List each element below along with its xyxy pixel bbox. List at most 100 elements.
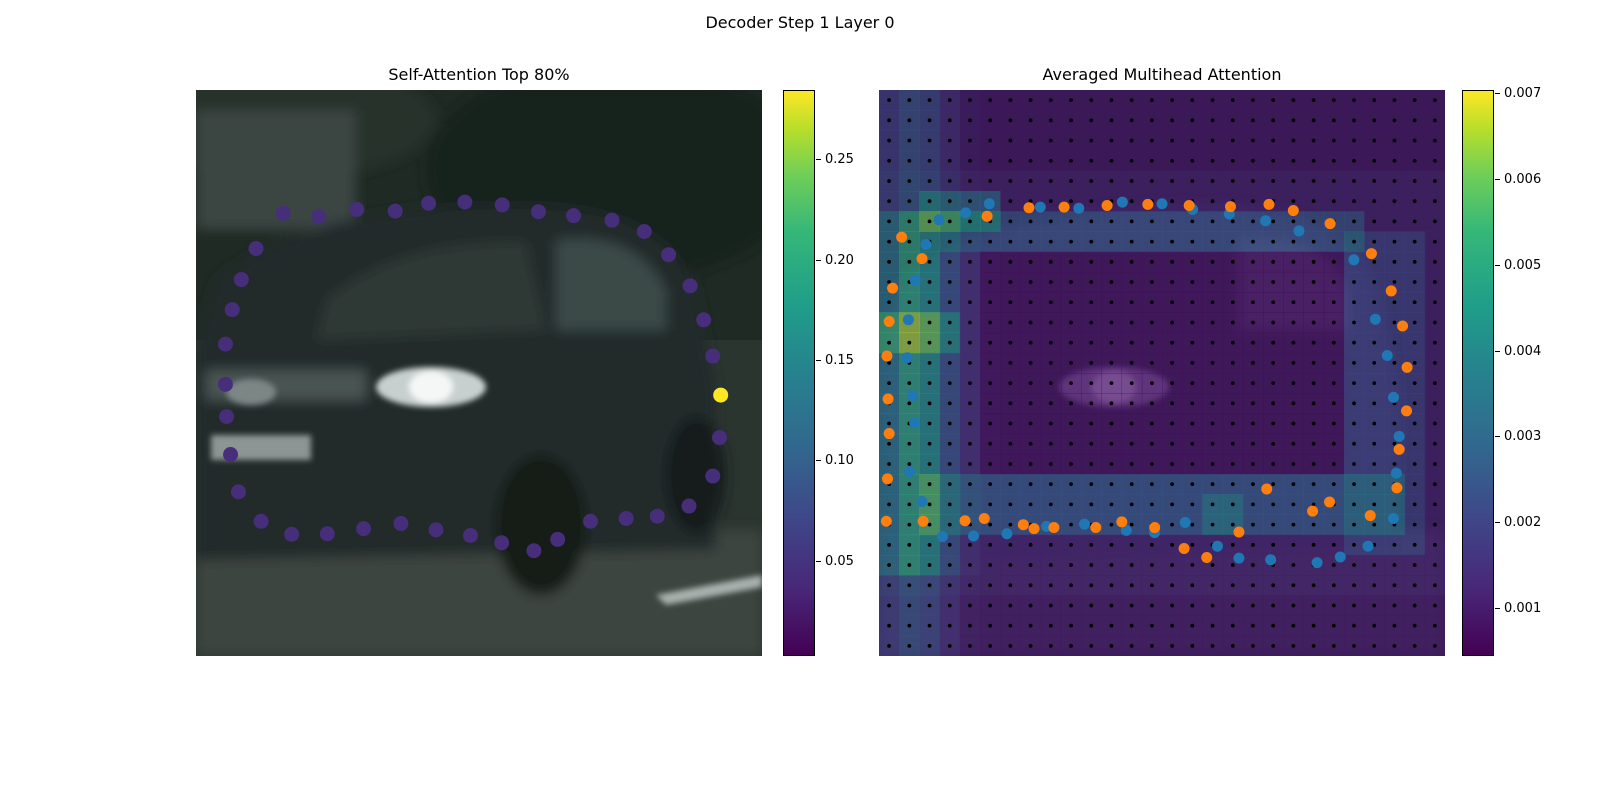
grid-dot <box>1069 462 1073 466</box>
grid-dot <box>927 522 932 527</box>
grid-dot <box>1149 138 1154 143</box>
grid-dot <box>1432 118 1437 123</box>
grid-dot <box>1271 300 1276 305</box>
grid-dot <box>907 118 912 123</box>
grid-dot <box>1210 239 1215 244</box>
grid-dot <box>1311 542 1316 547</box>
grid-dot <box>1372 502 1377 507</box>
grid-dot <box>1008 421 1013 426</box>
series-0-point-26 <box>1078 518 1090 530</box>
grid-dot <box>988 158 993 163</box>
grid-dot <box>1412 158 1417 163</box>
grid-dot <box>1048 199 1053 204</box>
grid-dot <box>1149 482 1154 487</box>
grid-dot <box>968 138 972 143</box>
self-attention-point-9 <box>604 212 620 228</box>
grid-dot <box>887 462 892 466</box>
grid-dot <box>1412 542 1417 547</box>
grid-dot <box>1210 199 1215 204</box>
grid-dot <box>1008 482 1013 487</box>
grid-dot <box>1028 381 1033 386</box>
grid-dot <box>1190 643 1195 648</box>
grid-dot <box>1129 421 1134 426</box>
grid-dot <box>1331 239 1336 244</box>
grid-dot <box>1392 320 1397 325</box>
grid-dot <box>1432 259 1437 264</box>
series-1-point-40 <box>896 231 908 243</box>
figure-suptitle: Decoder Step 1 Layer 0 <box>705 13 895 32</box>
grid-dot <box>1230 441 1235 446</box>
grid-dot <box>1352 320 1356 325</box>
grid-dot <box>1109 462 1114 466</box>
grid-dot <box>988 138 993 143</box>
grid-dot <box>1412 401 1417 406</box>
grid-dot <box>947 441 952 446</box>
grid-dot <box>1069 158 1073 163</box>
grid-dot <box>1048 462 1053 466</box>
grid-dot <box>947 583 952 588</box>
grid-dot <box>927 643 932 648</box>
grid-dot <box>1230 158 1235 163</box>
grid-dot <box>1352 502 1356 507</box>
grid-dot <box>1412 462 1417 466</box>
grid-dot <box>1089 158 1094 163</box>
grid-dot <box>1069 98 1073 103</box>
grid-dot <box>1170 623 1175 628</box>
grid-dot <box>1311 179 1316 183</box>
grid-dot <box>1271 522 1276 527</box>
grid-dot <box>1372 643 1377 648</box>
grid-dot <box>1190 542 1195 547</box>
grid-dot <box>1190 462 1195 466</box>
grid-dot <box>927 98 932 103</box>
series-0-point-9 <box>1293 225 1305 237</box>
grid-dot <box>1392 239 1397 244</box>
grid-dot <box>988 360 993 365</box>
grid-dot <box>1210 320 1215 325</box>
grid-dot <box>1069 280 1073 284</box>
grid-dot <box>1352 118 1356 123</box>
grid-dot <box>968 421 972 426</box>
grid-dot <box>887 98 892 103</box>
self-attention-point-34 <box>219 409 235 425</box>
grid-dot <box>988 462 993 466</box>
grid-dot <box>1210 118 1215 123</box>
grid-dot <box>1230 522 1235 527</box>
grid-dot <box>1129 583 1134 588</box>
grid-dot <box>1069 583 1073 588</box>
grid-dot <box>1372 563 1377 567</box>
grid-dot <box>887 300 892 305</box>
grid-dot <box>1412 138 1417 143</box>
grid-dot <box>927 280 932 284</box>
grid-dot <box>1432 623 1437 628</box>
grid-dot <box>988 583 993 588</box>
grid-dot <box>1432 360 1437 365</box>
grid-dot <box>1028 138 1033 143</box>
grid-dot <box>1170 482 1175 487</box>
grid-dot <box>1210 138 1215 143</box>
grid-dot <box>1412 219 1417 224</box>
grid-dot <box>1271 401 1276 406</box>
grid-dot <box>1190 138 1195 143</box>
grid-dot <box>947 239 952 244</box>
grid-dot <box>1048 583 1053 588</box>
grid-dot <box>1048 643 1053 648</box>
grid-dot <box>927 179 932 183</box>
grid-dot <box>1089 381 1094 386</box>
grid-dot <box>1109 522 1114 527</box>
grid-dot <box>1251 542 1255 547</box>
series-0-point-12 <box>1381 349 1393 361</box>
grid-dot <box>1170 118 1175 123</box>
grid-dot <box>1149 259 1154 264</box>
grid-dot <box>1271 280 1276 284</box>
grid-dot <box>1230 542 1235 547</box>
grid-dot <box>1311 623 1316 628</box>
grid-dot <box>1251 583 1255 588</box>
grid-dot <box>1149 623 1154 628</box>
grid-dot <box>1352 482 1356 487</box>
grid-dot <box>1129 158 1134 163</box>
grid-dot <box>1291 482 1296 487</box>
grid-dot <box>1311 421 1316 426</box>
right-colorbar <box>1462 90 1494 656</box>
grid-dot <box>1048 401 1053 406</box>
grid-dot <box>927 623 932 628</box>
